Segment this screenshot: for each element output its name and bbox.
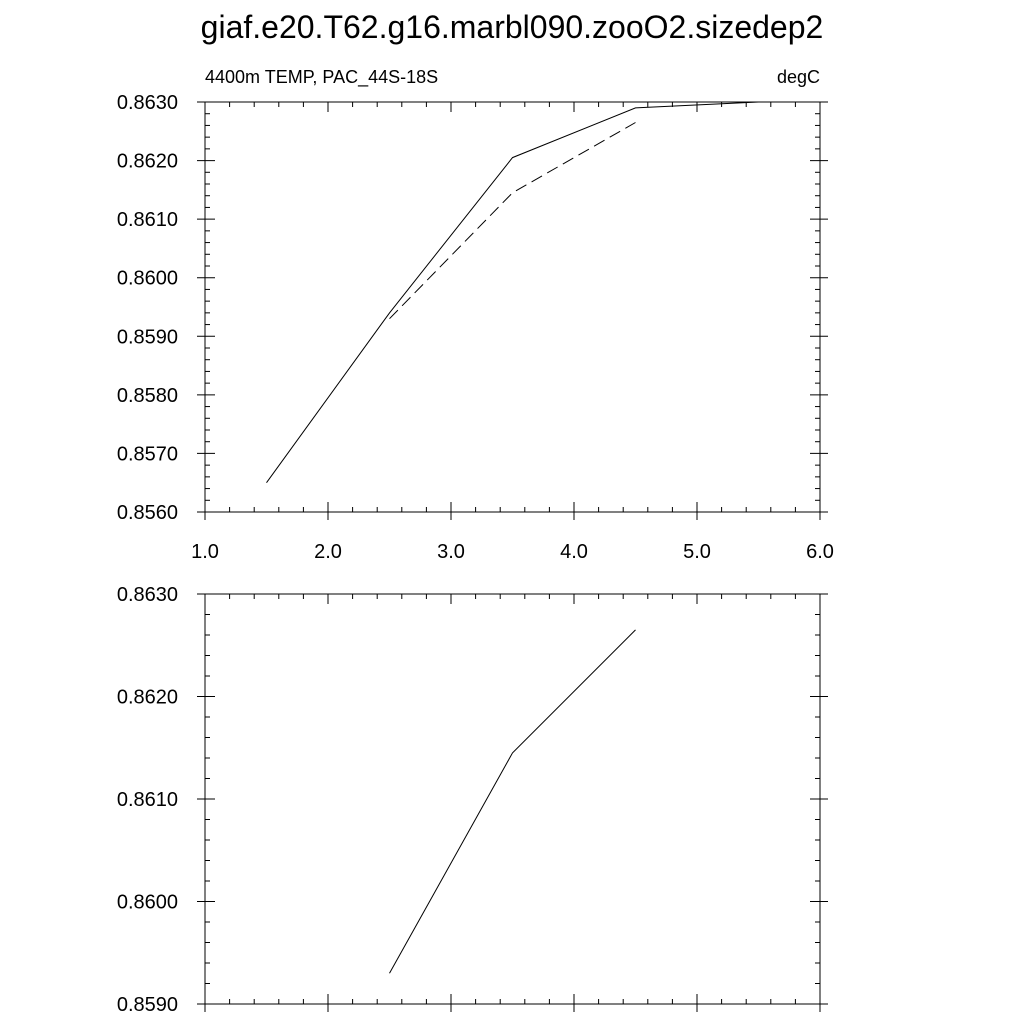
bottom-panel-ytick-label: 0.8610 [117, 789, 178, 811]
bottom-panel-frame [204, 593, 821, 1005]
top-panel-left-label: 4400m TEMP, PAC_44S-18S [205, 67, 438, 88]
bottom-panel-ytick-label: 0.8620 [117, 687, 178, 709]
bottom-panel-series-solid-line [389, 629, 636, 974]
top-panel-xtick-label: 3.0 [437, 541, 465, 563]
top-panel-series [266, 101, 759, 483]
top-panel-ytick-label: 0.8610 [117, 209, 178, 231]
bottom-panel-series [389, 629, 636, 974]
chart-title: giaf.e20.T62.g16.marbl090.zooO2.sizedep2 [201, 9, 824, 45]
top-panel-ytick-label: 0.8600 [117, 268, 178, 290]
top-panel-ticks [197, 101, 828, 520]
top-panel-xtick-label: 5.0 [683, 541, 711, 563]
top-panel-xtick-label: 2.0 [314, 541, 342, 563]
bottom-panel: 0.8590 0.8600 0.8610 0.8620 0.8630 [117, 584, 828, 1016]
top-panel-series-dashed-line [389, 122, 636, 320]
top-panel-xtick-label: 1.0 [191, 541, 219, 563]
top-panel-ytick-label: 0.8570 [117, 443, 178, 465]
top-panel-tick-labels: 0.8560 0.8570 0.8580 0.8590 0.8600 0.8610 0.86… [117, 92, 834, 563]
bottom-panel-ytick-label: 0.8630 [117, 584, 178, 606]
top-panel-ytick-label: 0.8560 [117, 502, 178, 524]
top-panel-xtick-label: 6.0 [806, 541, 834, 563]
top-panel-ytick-label: 0.8590 [117, 326, 178, 348]
top-panel-ytick-label: 0.8620 [117, 151, 178, 173]
bottom-panel-tick-labels: 0.8590 0.8600 0.8610 0.8620 0.8630 [117, 584, 178, 1016]
top-panel-ytick-label: 0.8580 [117, 385, 178, 407]
top-panel: 4400m TEMP, PAC_44S-18S degC 0.8560 0.857… [117, 67, 834, 563]
top-panel-frame [204, 101, 821, 513]
top-panel-right-label: degC [777, 67, 820, 87]
top-panel-ytick-label: 0.8630 [117, 92, 178, 114]
bottom-panel-ytick-label: 0.8590 [117, 994, 178, 1016]
top-panel-series-solid-line [266, 101, 759, 483]
bottom-panel-ytick-label: 0.8600 [117, 892, 178, 914]
bottom-panel-ticks [197, 593, 828, 1012]
top-panel-xtick-label: 4.0 [560, 541, 588, 563]
